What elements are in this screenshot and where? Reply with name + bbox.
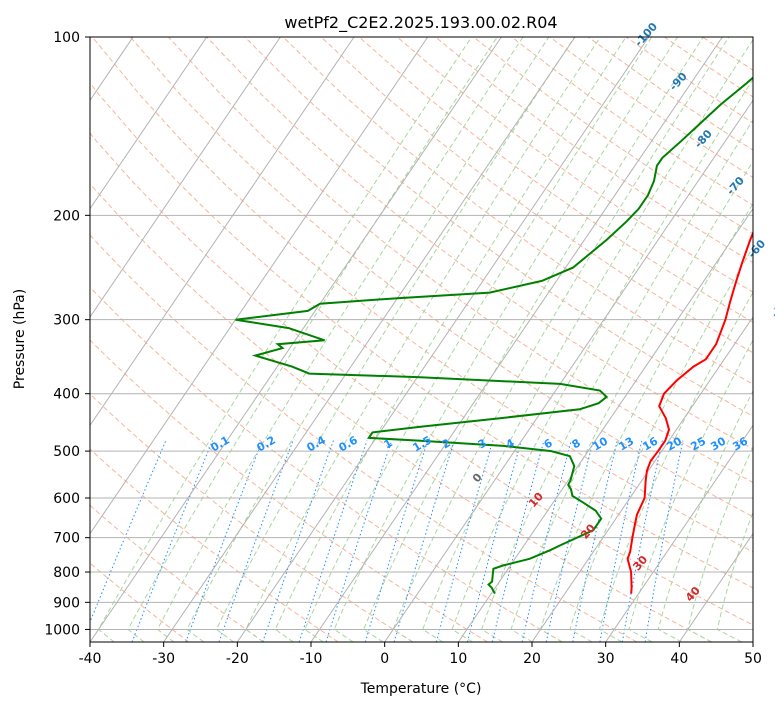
moist-adiabat xyxy=(569,246,753,642)
y-tick-label: 100 xyxy=(53,30,80,46)
chart-title: wetPf2_C2E2.2025.193.00.02.R04 xyxy=(284,13,557,33)
y-tick-label: 1000 xyxy=(44,622,80,638)
dry-adiabat xyxy=(90,132,753,626)
x-tick-label: 0 xyxy=(380,651,389,667)
y-tick-label: 700 xyxy=(53,531,80,547)
x-tick-label: 50 xyxy=(744,651,762,667)
moist-adiabat xyxy=(97,37,473,642)
y-tick-label: 800 xyxy=(53,565,80,581)
dry-adiabat xyxy=(130,37,753,518)
isotherm xyxy=(384,99,753,642)
x-tick-label: -10 xyxy=(300,651,323,667)
x-tick-label: -20 xyxy=(226,651,249,667)
y-axis-label: Pressure (hPa) xyxy=(12,289,28,389)
mixing-ratio-line xyxy=(90,440,167,624)
isotherm xyxy=(90,37,281,318)
isotherm xyxy=(90,37,502,642)
isotherm xyxy=(605,424,753,642)
series-line-1 xyxy=(235,76,753,595)
moist-adiabat xyxy=(127,37,498,642)
isotherm xyxy=(163,37,576,642)
mixing-ratio-line xyxy=(364,440,429,642)
mixing-ratio-line xyxy=(521,440,572,642)
mixing-ratio-line xyxy=(467,440,522,642)
series-line-0 xyxy=(626,230,753,594)
dry-adiabat xyxy=(90,339,488,642)
dry-adiabat xyxy=(358,37,753,323)
dry-adiabat xyxy=(320,37,753,354)
y-tick-label: 500 xyxy=(53,444,80,460)
moist-adiabat xyxy=(451,78,753,642)
plot-frame xyxy=(89,36,754,643)
x-tick-label: -30 xyxy=(152,651,175,667)
isotherm xyxy=(90,37,355,427)
moist-adiabat xyxy=(657,389,753,642)
dry-adiabat-label: -50 xyxy=(769,297,775,321)
moist-adiabat xyxy=(687,445,753,642)
dry-adiabat xyxy=(90,562,190,642)
mixing-ratio-line xyxy=(435,440,494,642)
x-tick-label: -40 xyxy=(79,651,102,667)
dry-adiabat xyxy=(168,37,753,484)
moist-adiabat xyxy=(539,202,753,642)
x-tick-label: 20 xyxy=(523,651,541,667)
moist-adiabat xyxy=(480,119,753,642)
background-lines xyxy=(90,37,753,642)
isotherm xyxy=(90,37,429,535)
dry-adiabat xyxy=(90,286,563,642)
moist-adiabat xyxy=(156,37,524,642)
mixing-ratio-line xyxy=(599,440,643,642)
moist-adiabat xyxy=(628,339,753,642)
isotherm xyxy=(90,37,208,210)
x-tick-label: 30 xyxy=(597,651,615,667)
y-tick-label: 200 xyxy=(53,208,80,224)
moist-adiabat xyxy=(186,37,550,642)
isotherm xyxy=(310,37,723,642)
y-axis: 100 200 300 400 500 600 700 800 900 1000 xyxy=(44,30,90,638)
moist-adiabat xyxy=(598,291,753,642)
x-axis: -40 -30 -20 -10 0 10 20 30 40 50 xyxy=(79,642,762,667)
mixing-ratio-line xyxy=(545,440,594,642)
mixing-ratio-line xyxy=(491,440,545,642)
mixing-ratio-line xyxy=(572,440,618,642)
x-tick-label: 10 xyxy=(449,651,467,667)
mixing-ratio-line xyxy=(621,440,663,642)
moist-adiabat xyxy=(333,37,678,642)
x-tick-label: 40 xyxy=(670,651,688,667)
mixing-ratio-line xyxy=(644,440,684,642)
moist-adiabat xyxy=(392,37,730,642)
grid xyxy=(90,37,753,642)
isotherm xyxy=(457,207,753,642)
x-axis-label: Temperature (°C) xyxy=(360,681,482,697)
y-tick-label: 600 xyxy=(53,491,80,507)
mixing-ratio-line xyxy=(262,440,334,642)
dry-adiabat xyxy=(90,183,712,642)
dry-adiabat xyxy=(90,82,753,589)
isotherm xyxy=(236,37,650,642)
isotherm xyxy=(531,316,753,642)
moist-adiabat xyxy=(363,37,704,642)
moist-adiabat xyxy=(422,38,753,642)
dry-adiabat xyxy=(282,37,753,385)
y-tick-label: 400 xyxy=(53,387,80,403)
mixing-ratio-line xyxy=(218,440,294,642)
series-group xyxy=(235,76,753,595)
y-tick-label: 900 xyxy=(53,595,80,611)
y-tick-label: 300 xyxy=(53,313,80,329)
isotherm xyxy=(678,532,753,642)
dry-adiabat xyxy=(91,37,753,553)
moist-adiabat xyxy=(716,510,753,642)
dry-adiabat xyxy=(90,234,638,642)
moist-adiabat xyxy=(304,37,653,642)
